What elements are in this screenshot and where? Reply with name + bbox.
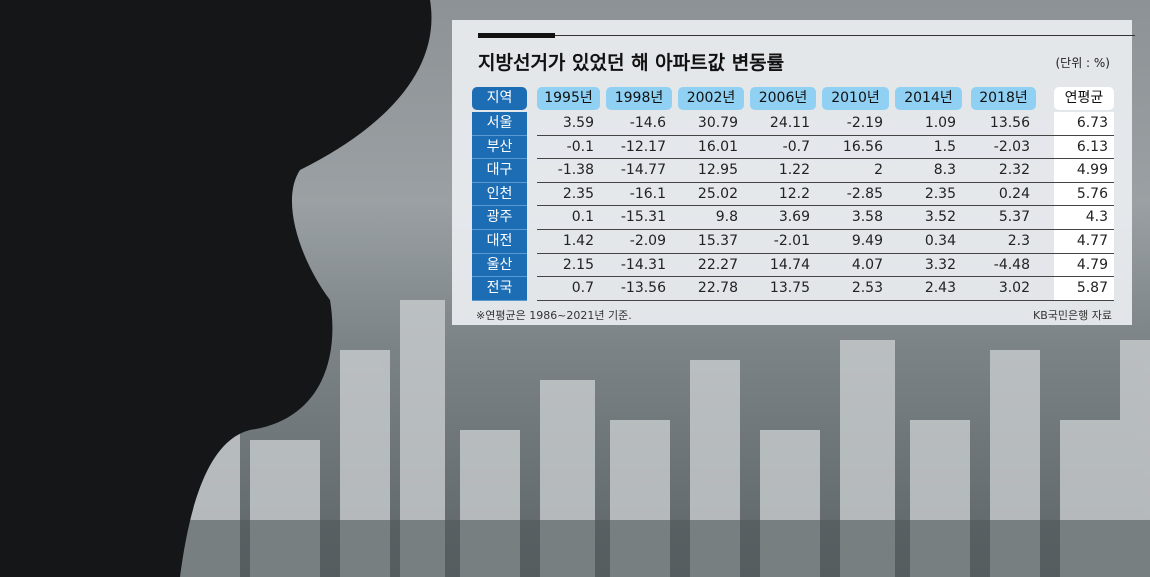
value-cell: 3.69 (778, 209, 810, 226)
region-cell: 부산 (472, 135, 527, 160)
region-cell: 울산 (472, 253, 527, 278)
value-cell: 15.37 (697, 233, 738, 249)
value-cell: 4.77 (1076, 233, 1108, 249)
row-rule (537, 181, 1114, 183)
value-cell: -2.01 (773, 233, 810, 249)
value-cell: 13.56 (989, 115, 1030, 131)
value-cell: 6.13 (1076, 138, 1108, 155)
value-cell: 4.79 (1076, 256, 1108, 273)
value-cell: -13.56 (620, 280, 666, 297)
value-cell: 5.76 (1076, 185, 1108, 202)
row-rule (537, 134, 1114, 136)
source: KB국민은행 자료 (1033, 309, 1112, 322)
column-header: 지역 (472, 87, 527, 110)
value-cell: 16.01 (697, 138, 738, 155)
value-cell: 2.53 (851, 280, 883, 297)
value-cell: -2.03 (993, 138, 1030, 155)
column-header: 2006년 (750, 87, 816, 110)
row-rule (537, 276, 1114, 278)
value-cell: -12.17 (620, 138, 666, 155)
value-cell: 5.37 (998, 209, 1030, 226)
value-cell: 4.99 (1076, 162, 1108, 179)
value-cell: 0.24 (998, 185, 1030, 202)
value-cell: 3.02 (998, 280, 1030, 297)
unit: (단위 : %) (1055, 56, 1110, 70)
region-cell: 대구 (472, 159, 527, 183)
value-cell: -2.19 (846, 115, 883, 131)
value-cell: -14.6 (629, 115, 666, 131)
value-cell: 3.58 (851, 209, 883, 226)
value-cell: 2.35 (924, 185, 956, 202)
value-cell: 12.2 (778, 185, 810, 202)
value-cell: 3.52 (924, 209, 956, 226)
region-cell: 광주 (472, 206, 527, 230)
value-cell: -15.31 (620, 209, 666, 226)
value-cell: 1.5 (933, 138, 956, 155)
column-header: 2002년 (678, 87, 744, 110)
value-cell: 6.73 (1076, 115, 1108, 131)
value-cell: 2.35 (562, 185, 594, 202)
value-cell: -14.77 (620, 162, 666, 179)
row-rule (537, 229, 1114, 230)
value-cell: 12.95 (697, 162, 738, 179)
value-cell: 2.32 (998, 162, 1030, 179)
avg-column-bg (1054, 112, 1114, 301)
value-cell: 2 (874, 162, 883, 179)
column-header: 연평균 (1054, 87, 1114, 110)
row-rule (537, 205, 1114, 207)
value-cell: 14.74 (769, 256, 810, 273)
row-rule (537, 252, 1114, 254)
region-cell: 서울 (472, 112, 527, 136)
region-cell: 인천 (472, 182, 527, 207)
column-header: 2018년 (971, 87, 1036, 110)
rule (555, 35, 1135, 36)
value-cell: 2.15 (562, 256, 594, 273)
footnote: ※연평균은 1986~2021년 기준. (476, 309, 632, 322)
value-cell: 2.3 (1007, 233, 1030, 249)
value-cell: 13.75 (769, 280, 810, 297)
value-cell: 0.7 (571, 280, 594, 297)
value-cell: 25.02 (697, 185, 738, 202)
value-cell: -4.48 (993, 256, 1030, 273)
value-cell: 0.34 (924, 233, 956, 249)
row-rule (537, 299, 1114, 301)
value-cell: 9.8 (715, 209, 738, 226)
column-header: 2010년 (822, 87, 889, 110)
value-cell: 8.3 (933, 162, 956, 179)
region-cell: 전국 (472, 277, 527, 301)
row-rule (537, 158, 1114, 160)
value-cell: 24.11 (769, 115, 810, 131)
value-cell: 4.3 (1085, 209, 1108, 226)
value-cell: 3.59 (562, 115, 594, 131)
accent-bar (478, 33, 555, 38)
value-cell: 1.22 (778, 162, 810, 179)
value-cell: -14.31 (620, 256, 666, 273)
value-cell: 16.56 (842, 138, 883, 155)
value-cell: 1.09 (924, 115, 956, 131)
value-cell: 22.78 (697, 280, 738, 297)
value-cell: 0.1 (571, 209, 594, 226)
value-cell: 2.43 (924, 280, 956, 297)
value-cell: 9.49 (851, 233, 883, 249)
value-cell: -16.1 (629, 185, 666, 202)
value-cell: 30.79 (697, 115, 738, 131)
value-cell: -1.38 (557, 162, 594, 179)
value-cell: 1.42 (562, 233, 594, 249)
value-cell: 5.87 (1076, 280, 1108, 297)
value-cell: -2.09 (629, 233, 666, 249)
column-header: 2014년 (895, 87, 962, 110)
value-cell: -0.1 (566, 138, 594, 155)
value-cell: 4.07 (851, 256, 883, 273)
value-cell: -2.85 (846, 185, 883, 202)
value-cell: 22.27 (697, 256, 738, 273)
table-panel: 지방선거가 있었던 해 아파트값 변동률 (단위 : %) ※연평균은 1986… (452, 20, 1135, 325)
value-cell: 3.32 (924, 256, 956, 273)
column-header: 1998년 (606, 87, 672, 110)
column-header: 1995년 (537, 87, 600, 110)
title: 지방선거가 있었던 해 아파트값 변동률 (478, 52, 785, 74)
region-cell: 대전 (472, 230, 527, 254)
value-cell: -0.7 (782, 138, 810, 155)
